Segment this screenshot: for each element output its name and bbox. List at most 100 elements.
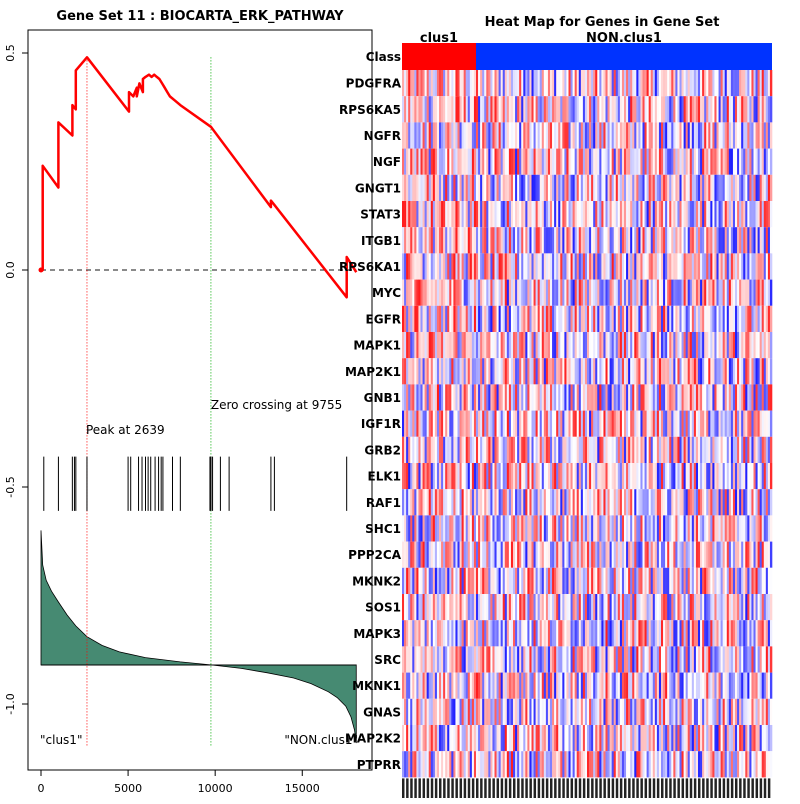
heatmap-cell bbox=[692, 96, 694, 122]
heatmap-cell bbox=[649, 699, 651, 725]
heatmap-cell bbox=[427, 201, 429, 227]
heatmap-cell bbox=[737, 227, 739, 253]
heatmap-cell bbox=[560, 175, 562, 201]
heatmap-cell bbox=[523, 122, 525, 148]
heatmap-cell bbox=[686, 253, 688, 279]
heatmap-cell bbox=[523, 542, 525, 568]
heatmap-cell bbox=[636, 253, 638, 279]
heatmap-cell bbox=[451, 542, 453, 568]
heatmap-cell bbox=[723, 201, 725, 227]
heatmap-cell bbox=[661, 542, 663, 568]
heatmap-cell bbox=[437, 306, 439, 332]
heatmap-cell bbox=[492, 751, 494, 777]
heatmap-cell bbox=[564, 122, 566, 148]
heatmap-cell bbox=[733, 227, 735, 253]
heatmap-cell bbox=[499, 332, 501, 358]
heatmap-cell bbox=[733, 175, 735, 201]
heatmap-cell bbox=[505, 594, 507, 620]
heatmap-cell bbox=[427, 620, 429, 646]
heatmap-cell bbox=[706, 149, 708, 175]
heatmap-cell bbox=[534, 175, 536, 201]
heatmap-cell bbox=[751, 646, 753, 672]
heatmap-cell bbox=[421, 149, 423, 175]
heatmap-cell bbox=[466, 542, 468, 568]
heatmap-cell bbox=[569, 332, 571, 358]
heatmap-cell bbox=[433, 568, 435, 594]
heatmap-cell bbox=[447, 149, 449, 175]
heatmap-cell bbox=[575, 463, 577, 489]
heatmap-cell bbox=[684, 699, 686, 725]
heatmap-cell bbox=[677, 332, 679, 358]
heatmap-cell bbox=[735, 620, 737, 646]
heatmap-cell bbox=[453, 751, 455, 777]
heatmap-cell bbox=[581, 463, 583, 489]
heatmap-cell bbox=[700, 751, 702, 777]
heatmap-cell bbox=[492, 306, 494, 332]
heatmap-cell bbox=[571, 280, 573, 306]
heatmap-cell bbox=[521, 542, 523, 568]
heatmap-cell bbox=[721, 568, 723, 594]
heatmap-cell bbox=[577, 568, 579, 594]
heatmap-cell bbox=[595, 96, 597, 122]
heatmap-cell bbox=[669, 384, 671, 410]
heatmap-cell bbox=[737, 646, 739, 672]
heatmap-cell bbox=[632, 306, 634, 332]
heatmap-cell bbox=[612, 358, 614, 384]
heatmap-cell bbox=[723, 751, 725, 777]
heatmap-cell bbox=[657, 568, 659, 594]
heatmap-cell bbox=[768, 463, 770, 489]
heatmap-cell bbox=[688, 306, 690, 332]
heatmap-cell bbox=[712, 227, 714, 253]
heatmap-cell bbox=[566, 384, 568, 410]
heatmap-cell bbox=[441, 751, 443, 777]
heatmap-cell bbox=[575, 542, 577, 568]
heatmap-cell bbox=[525, 646, 527, 672]
heatmap-cell bbox=[511, 96, 513, 122]
sample-label-mark bbox=[562, 778, 564, 798]
heatmap-cell bbox=[766, 149, 768, 175]
heatmap-cell bbox=[433, 515, 435, 541]
heatmap-cell bbox=[556, 463, 558, 489]
heatmap-cell bbox=[735, 594, 737, 620]
heatmap-cell bbox=[688, 568, 690, 594]
heatmap-cell bbox=[534, 489, 536, 515]
heatmap-cell bbox=[406, 201, 408, 227]
heatmap-cell bbox=[480, 384, 482, 410]
heatmap-cell bbox=[677, 594, 679, 620]
heatmap-cell bbox=[731, 175, 733, 201]
heatmap-cell bbox=[540, 463, 542, 489]
heatmap-cell bbox=[714, 673, 716, 699]
heatmap-cell bbox=[564, 594, 566, 620]
heatmap-cell bbox=[677, 149, 679, 175]
heatmap-cell bbox=[696, 70, 698, 96]
heatmap-cell bbox=[696, 175, 698, 201]
heatmap-cell bbox=[680, 673, 682, 699]
heatmap-cell bbox=[581, 201, 583, 227]
heatmap-cell bbox=[505, 201, 507, 227]
heatmap-cell bbox=[416, 542, 418, 568]
heatmap-cell bbox=[474, 96, 476, 122]
heatmap-cell bbox=[768, 594, 770, 620]
heatmap-cell bbox=[589, 384, 591, 410]
heatmap-cell bbox=[645, 568, 647, 594]
heatmap-cell bbox=[741, 253, 743, 279]
heatmap-cell bbox=[682, 253, 684, 279]
heatmap-cell bbox=[451, 620, 453, 646]
heatmap-cell bbox=[686, 515, 688, 541]
heatmap-cell bbox=[608, 437, 610, 463]
heatmap-cell bbox=[645, 201, 647, 227]
heatmap-cell bbox=[653, 332, 655, 358]
heatmap-cell bbox=[583, 515, 585, 541]
heatmap-cell bbox=[513, 489, 515, 515]
heatmap-cell bbox=[462, 149, 464, 175]
heatmap-cell bbox=[579, 594, 581, 620]
heatmap-cell bbox=[499, 149, 501, 175]
heatmap-cell bbox=[762, 646, 764, 672]
heatmap-cell bbox=[507, 594, 509, 620]
heatmap-cell bbox=[714, 437, 716, 463]
heatmap-cell bbox=[612, 594, 614, 620]
heatmap-cell bbox=[630, 673, 632, 699]
heatmap-cell bbox=[474, 751, 476, 777]
heatmap-cell bbox=[719, 751, 721, 777]
heatmap-cell bbox=[501, 358, 503, 384]
